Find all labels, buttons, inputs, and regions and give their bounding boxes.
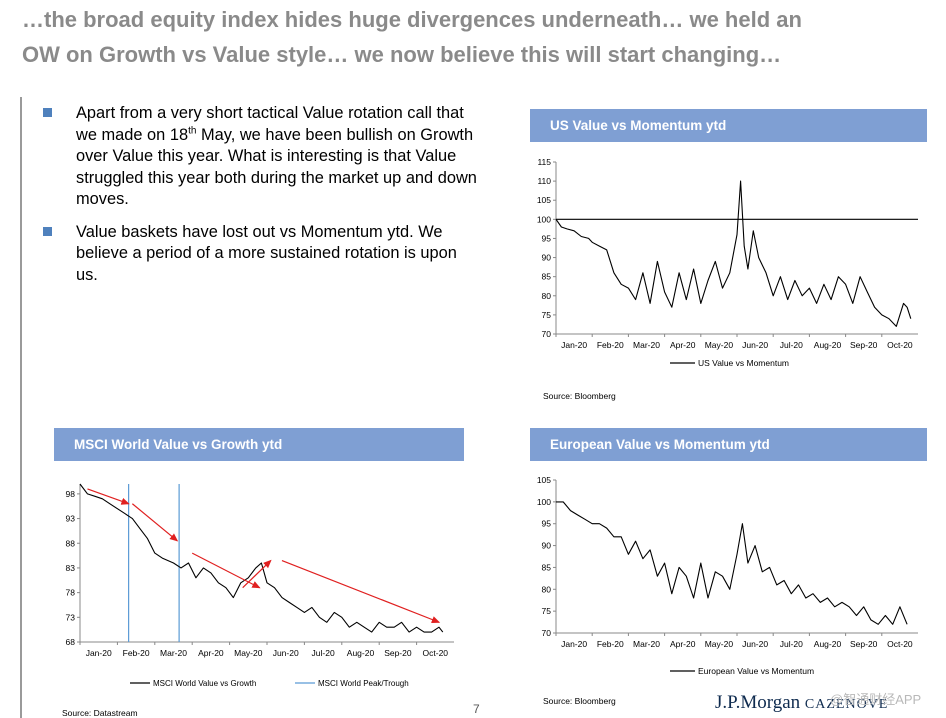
legend-label: European Value vs Momentum [698,666,814,676]
us-chart-title: US Value vs Momentum ytd [530,109,927,142]
x-tick-label: May-20 [234,648,263,658]
y-tick-label: 110 [537,176,551,186]
x-tick-label: May-20 [705,639,734,649]
eu-value-momentum-chart: 70 75 80 85 90 95 100 105 Jan-20 Feb-20 Mar-20 Apr-… [520,468,930,678]
y-tick-label: 70 [542,628,552,638]
x-tick-label: Jun-20 [273,648,299,658]
y-tick-label: 80 [542,584,552,594]
trend-arrow [281,559,441,623]
x-tick-label: Aug-20 [814,639,842,649]
y-tick-label: 95 [542,233,552,243]
x-tick-label: Apr-20 [198,648,224,658]
brand-main: J.P.Morgan [715,692,801,713]
series-line [79,483,444,633]
headline-line-2: OW on Growth vs Value style… we now beli… [22,42,782,67]
y-tick-label: 90 [542,253,552,263]
x-tick-label: Feb-20 [597,639,624,649]
x-tick-label: Apr-20 [670,639,696,649]
y-tick-label: 100 [537,214,551,224]
chart-svg: 68 73 78 83 88 93 98 Jan-20 Feb-20 Mar-20 Apr-20 Ma… [66,483,454,688]
trend-arrow [242,559,272,589]
bullet-item: Apart from a very short tactical Value r… [40,103,480,211]
x-tick-label: Jul-20 [780,340,803,350]
bullet-square-icon [43,108,52,117]
x-tick-label: Feb-20 [597,340,624,350]
x-tick-label: Jan-20 [561,340,587,350]
brand-sub: CAZENOVE [804,697,889,712]
bullet-text: Apart from a very short tactical Value r… [76,104,477,208]
page-number: 7 [473,702,480,716]
x-tick-label: Oct-20 [887,639,913,649]
x-tick-label: Aug-20 [347,648,375,658]
x-tick-label: Oct-20 [887,340,913,350]
y-tick-label: 100 [537,497,551,507]
y-tick-label: 105 [537,195,551,205]
y-tick-label: 78 [66,588,76,598]
y-tick-label: 88 [66,538,76,548]
x-tick-label: Aug-20 [814,340,842,350]
bullet-list: Apart from a very short tactical Value r… [40,103,480,297]
y-tick-label: 85 [542,562,552,572]
msci-value-growth-chart: 68 73 78 83 88 93 98 Jan-20 Feb-20 Mar-20 Apr-20 Ma… [50,470,470,690]
chart-svg: 70 75 80 85 90 95 100 105 110 115 Jan-20 Feb-20 Mar-… [537,157,918,368]
x-tick-label: Jun-20 [742,340,768,350]
x-tick-label: May-20 [705,340,734,350]
y-tick-label: 93 [66,514,76,524]
x-tick-label: Apr-20 [670,340,696,350]
watermark: @智通财经APP [830,692,922,707]
x-tick-label: Jun-20 [742,639,768,649]
y-tick-label: 73 [66,612,76,622]
eu-chart-title: European Value vs Momentum ytd [530,428,927,461]
left-divider [20,97,22,718]
legend-label: US Value vs Momentum [698,358,789,368]
x-tick-label: Jan-20 [561,639,587,649]
y-tick-label: 80 [542,291,552,301]
trend-arrow [131,503,179,542]
us-value-momentum-chart: 70 75 80 85 90 95 100 105 110 115 Jan-20 Feb-20 Mar-… [520,150,930,370]
jpmorgan-logo: J.P.Morgan CAZENOVE [715,692,888,714]
x-tick-label: Sep-20 [850,639,878,649]
us-chart-source: Source: Bloomberg [543,391,616,401]
x-tick-label: Feb-20 [123,648,150,658]
x-tick-label: Sep-20 [384,648,412,658]
trend-arrow [191,552,261,589]
x-tick-label: Jan-20 [86,648,112,658]
headline-line-1: …the broad equity index hides huge diver… [22,7,802,32]
bullet-item: Value baskets have lost out vs Momentum … [40,222,480,287]
y-tick-label: 70 [542,329,552,339]
msci-chart-source: Source: Datastream [62,708,138,718]
trend-arrow [87,488,130,505]
y-tick-label: 115 [537,157,551,167]
bullet-square-icon [43,226,52,236]
series-line [556,501,908,625]
y-tick-label: 83 [66,563,76,573]
msci-chart-title: MSCI World Value vs Growth ytd [54,428,464,461]
headline: …the broad equity index hides huge diver… [22,2,932,72]
x-tick-label: Mar-20 [633,639,660,649]
y-tick-label: 68 [66,637,76,647]
y-tick-label: 85 [542,272,552,282]
y-tick-label: 98 [66,489,76,499]
eu-chart-source: Source: Bloomberg [543,696,616,706]
x-tick-label: Sep-20 [850,340,878,350]
x-tick-label: Jul-20 [312,648,335,658]
x-tick-label: Oct-20 [423,648,449,658]
y-tick-label: 75 [542,606,552,616]
legend-label: MSCI World Value vs Growth [153,679,256,688]
x-tick-label: Jul-20 [780,639,803,649]
y-tick-label: 105 [537,475,551,485]
series-line [555,180,912,327]
x-tick-label: Mar-20 [160,648,187,658]
x-tick-label: Mar-20 [633,340,660,350]
bullet-text: Value baskets have lost out vs Momentum … [76,222,457,284]
y-tick-label: 90 [542,541,552,551]
y-tick-label: 95 [542,519,552,529]
y-tick-label: 75 [542,310,552,320]
chart-svg: 70 75 80 85 90 95 100 105 Jan-20 Feb-20 Mar-20 Apr-… [537,475,918,676]
legend-label: MSCI World Peak/Trough [318,679,409,688]
